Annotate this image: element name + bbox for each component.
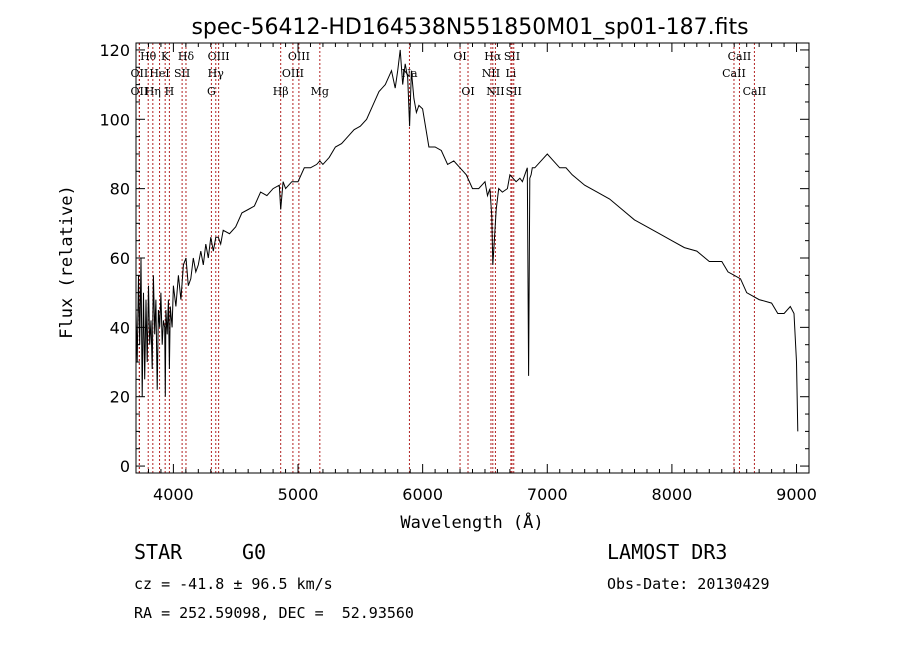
y-axis-label: Flux (relative) [57,185,77,339]
subclass: G0 [242,540,267,564]
survey-label: LAMOST DR3 [607,540,728,564]
redshift-text: cz = -41.8 ± 96.5 km/s [134,575,333,593]
y-tick-label: 60 [110,249,130,268]
line-marker-label: OI [453,50,466,63]
x-axis-label: Wavelength (Å) [400,511,543,533]
x-tick-label: 5000 [278,485,319,504]
line-markers: Hθ OII OII K HeI Hη Hδ SII H OIII Hγ G OIII OIII Hβ Mg N… [131,43,767,473]
line-marker-label: CaII [728,50,752,63]
x-tick-label: 4000 [153,485,194,504]
plot-frame [135,42,810,474]
line-marker-label: SII [504,50,520,63]
line-marker-label: NII [482,67,500,80]
line-marker-label: Hη [145,85,161,98]
line-marker-label: H [165,85,175,98]
line-marker-label: K [161,50,170,63]
y-tick-label: 80 [110,180,130,199]
object-class: STAR [134,540,183,564]
y-tick-label: 120 [99,41,130,60]
line-marker-label: CaII [722,67,746,80]
line-marker-label: NII [486,85,504,98]
line-marker-label: OII [131,67,149,80]
line-marker-label: OII [131,85,149,98]
line-marker-label: Hδ [178,50,195,63]
line-marker-label: OIII [288,50,310,63]
spectrum-chart: spec-56412-HD164538N551850M01_sp01-187.f… [57,15,817,533]
x-tick-label: 8000 [652,485,693,504]
line-marker-label: OI [461,85,474,98]
line-marker-label: Na [401,67,418,80]
y-tick-label: 0 [120,457,130,476]
line-marker-label: HeI [149,67,169,80]
line-marker-label: Hβ [273,85,289,98]
y-tick-label: 100 [99,110,130,129]
series-line-0 [135,49,799,432]
line-marker-label: SII [174,67,190,80]
line-marker-label: Hθ [140,50,157,63]
line-marker-label: SII [506,85,522,98]
coordinates-text: RA = 252.59098, DEC = 52.93560 [134,604,414,622]
y-tick-label: 40 [110,318,130,337]
line-marker-label: G [207,85,216,98]
line-marker-label: Li [505,67,516,80]
line-marker-label: OIII [208,50,230,63]
x-tick-label: 7000 [527,485,568,504]
line-marker-label: OIII [282,67,304,80]
line-marker-label: CaII [743,85,767,98]
obs-date-text: Obs-Date: 20130429 [607,575,770,593]
y-axis: 0 20 40 60 80 100 120 [99,41,809,476]
chart-title: spec-56412-HD164538N551850M01_sp01-187.f… [191,15,748,40]
line-marker-label: Hα [484,50,502,63]
line-marker-label: Hγ [208,67,225,80]
x-axis: 4000 5000 6000 7000 8000 9000 [135,43,817,504]
x-tick-label: 6000 [402,485,443,504]
line-marker-label: Mg [311,85,329,98]
y-tick-label: 20 [110,388,130,407]
series-layer [135,49,799,432]
x-tick-label: 9000 [776,485,817,504]
